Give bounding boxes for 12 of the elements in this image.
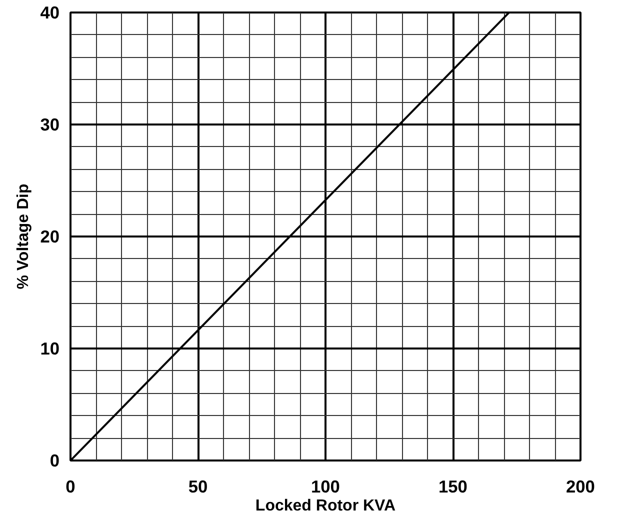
x-tick-label: 150 <box>438 476 468 496</box>
y-tick-label: 30 <box>40 114 60 134</box>
x-tick-label: 50 <box>188 476 208 496</box>
y-tick-label: 0 <box>50 450 60 470</box>
x-axis-title: Locked Rotor KVA <box>255 498 396 514</box>
y-tick-label: 20 <box>40 226 60 246</box>
y-tick-label: 10 <box>40 338 60 358</box>
y-axis-title: % Voltage Dip <box>15 184 32 290</box>
x-tick-label: 100 <box>311 476 340 496</box>
y-tick-label: 40 <box>40 2 60 22</box>
x-tick-label: 200 <box>566 476 595 496</box>
x-tick-label: 0 <box>66 476 76 496</box>
